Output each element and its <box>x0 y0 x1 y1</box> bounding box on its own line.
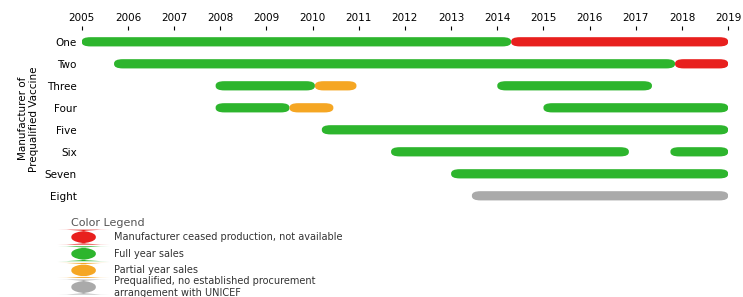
FancyBboxPatch shape <box>58 246 109 261</box>
FancyBboxPatch shape <box>114 59 675 68</box>
FancyBboxPatch shape <box>497 81 652 90</box>
Text: Prequalified, no established procurement
arrangement with UNICEF: Prequalified, no established procurement… <box>114 276 315 297</box>
Y-axis label: Manufacturer of
Prequalified Vaccine: Manufacturer of Prequalified Vaccine <box>18 66 39 172</box>
FancyBboxPatch shape <box>315 81 357 90</box>
FancyBboxPatch shape <box>58 263 109 278</box>
FancyBboxPatch shape <box>290 103 334 113</box>
FancyBboxPatch shape <box>543 103 728 113</box>
FancyBboxPatch shape <box>215 81 315 90</box>
FancyBboxPatch shape <box>451 169 728 178</box>
FancyBboxPatch shape <box>58 230 109 245</box>
Text: Partial year sales: Partial year sales <box>114 266 198 275</box>
FancyBboxPatch shape <box>675 59 728 68</box>
FancyBboxPatch shape <box>58 279 109 295</box>
Text: Full year sales: Full year sales <box>114 249 184 259</box>
Text: Manufacturer ceased production, not available: Manufacturer ceased production, not avai… <box>114 232 343 242</box>
FancyBboxPatch shape <box>215 103 290 113</box>
FancyBboxPatch shape <box>472 191 728 200</box>
FancyBboxPatch shape <box>391 147 629 157</box>
Text: Color Legend: Color Legend <box>71 218 145 228</box>
FancyBboxPatch shape <box>511 37 728 46</box>
FancyBboxPatch shape <box>82 37 511 46</box>
FancyBboxPatch shape <box>322 125 728 135</box>
FancyBboxPatch shape <box>670 147 728 157</box>
